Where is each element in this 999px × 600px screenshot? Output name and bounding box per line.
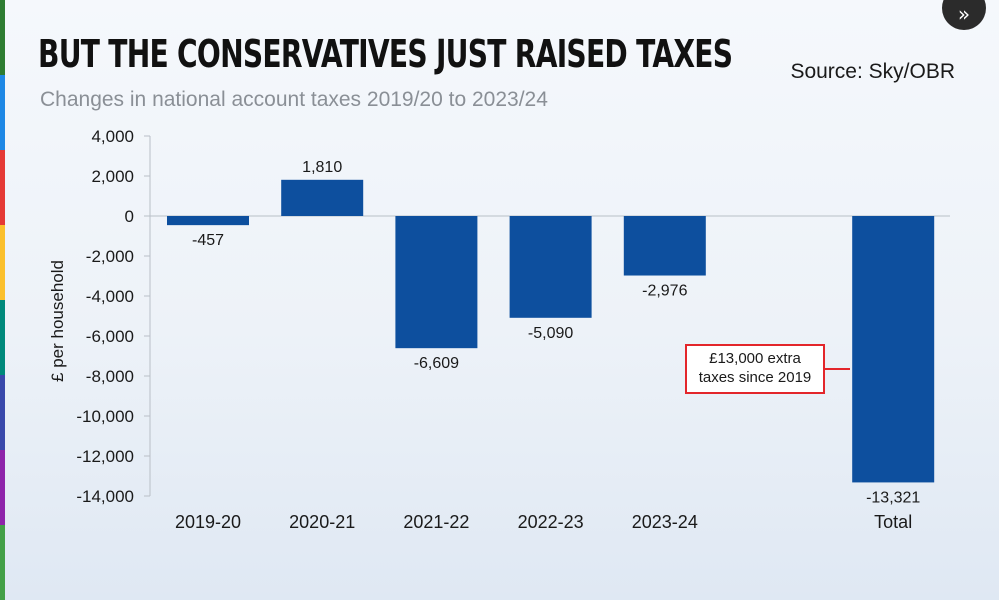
stripe-segment [0,0,5,75]
y-tick-label: -12,000 [76,447,134,466]
y-tick-label: 2,000 [91,167,134,186]
chart-title: BUT THE CONSERVATIVES JUST RAISED TAXES [38,32,733,76]
stripe-segment [0,300,5,375]
stripe-segment [0,525,5,600]
callout-text: £13,000 extra [709,350,801,367]
x-tick-label: Total [874,512,912,532]
bar [852,216,935,483]
stripe-segment [0,375,5,450]
x-tick-label: 2020-21 [289,512,355,532]
callout-box [685,344,825,394]
y-tick-label: -14,000 [76,487,134,506]
x-tick-label: 2019-20 [175,512,241,532]
x-tick-label: 2022-23 [518,512,584,532]
stripe-segment [0,450,5,525]
data-label: -5,090 [528,325,573,342]
data-label: -2,976 [642,283,687,300]
stripe-segment [0,150,5,225]
bar [395,216,478,349]
callout-text: taxes since 2019 [699,369,812,386]
stripe-segment [0,225,5,300]
y-tick-label: -8,000 [86,367,134,386]
data-label: -457 [192,232,224,249]
data-label: -13,321 [866,489,920,506]
bar [167,216,249,226]
stripe-segment [0,75,5,150]
y-tick-label: -10,000 [76,407,134,426]
y-tick-label: 0 [125,207,134,226]
data-label: 1,810 [302,159,342,176]
data-label: -6,609 [414,355,459,372]
y-tick-label: -2,000 [86,247,134,266]
y-tick-label: 4,000 [91,127,134,146]
bar [509,216,592,318]
chart-subtitle: Changes in national account taxes 2019/2… [40,88,548,111]
double-chevron-right-icon: » [957,2,971,26]
source-label: Source: Sky/OBR [790,60,955,83]
x-tick-label: 2023-24 [632,512,698,532]
x-tick-label: 2021-22 [403,512,469,532]
left-color-stripe [0,0,5,600]
y-tick-label: -4,000 [86,287,134,306]
bar [623,216,706,276]
y-axis-label: £ per household [48,260,67,382]
bar [281,179,364,216]
y-tick-label: -6,000 [86,327,134,346]
